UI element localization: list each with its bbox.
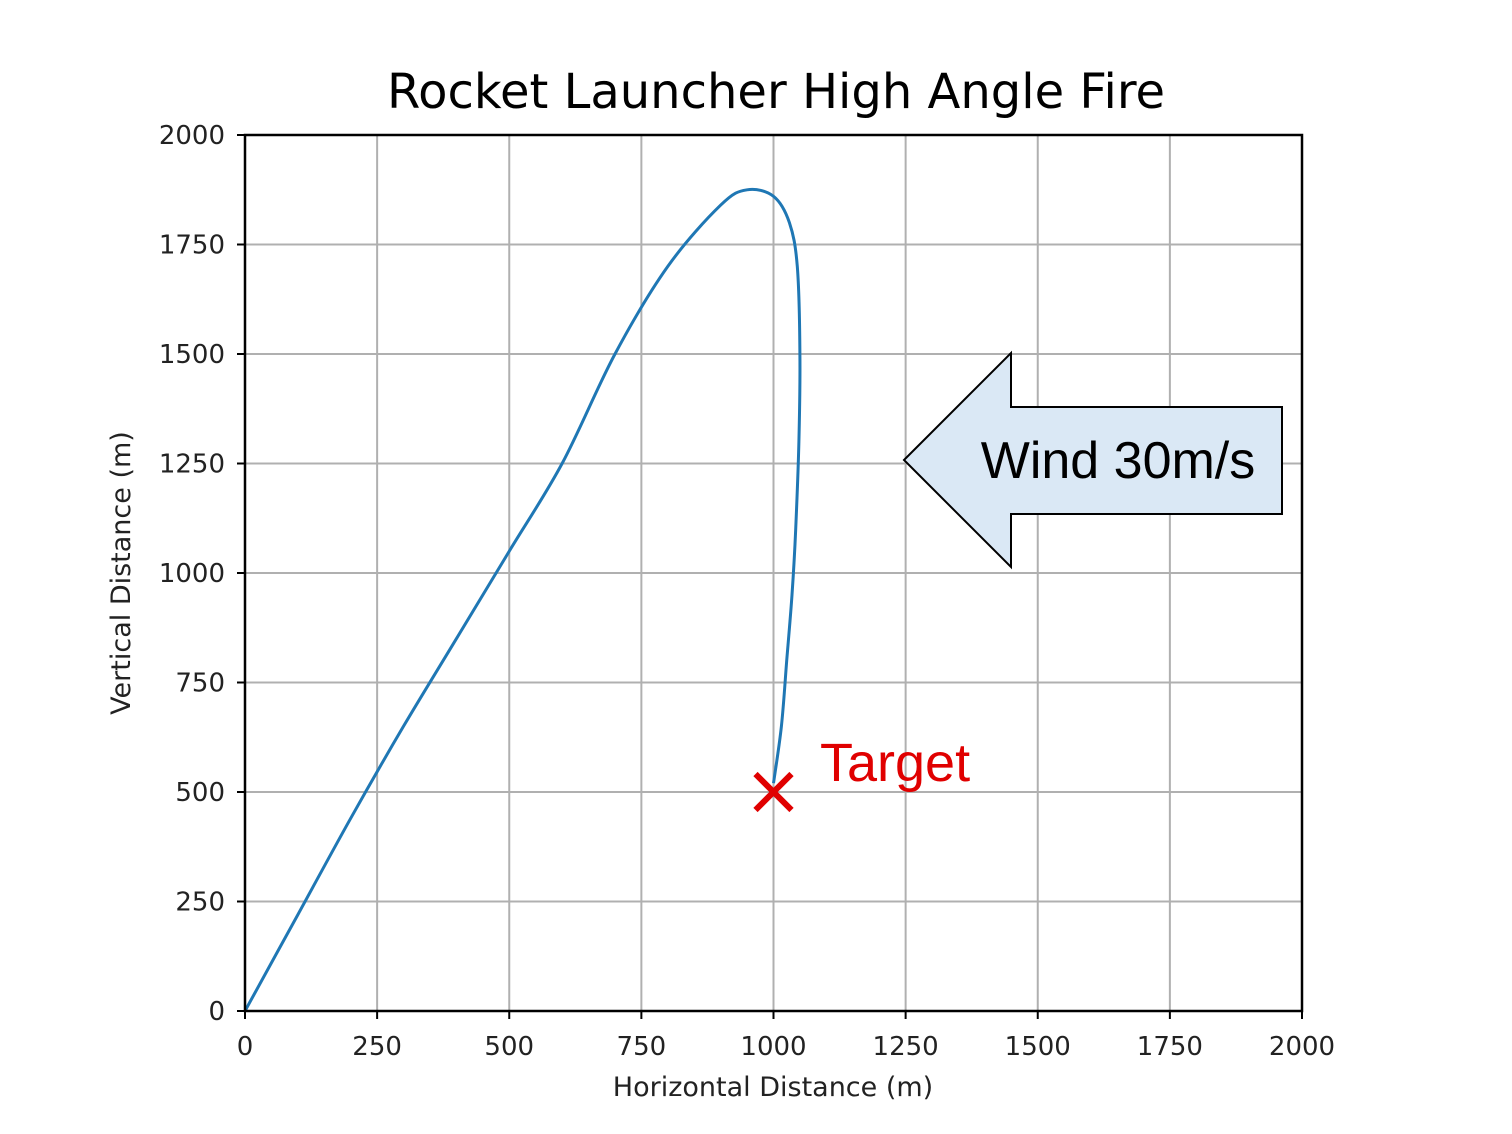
y-tick-label: 1750 [159, 231, 225, 261]
wind-arrow [902, 350, 1283, 570]
target-marker-icon [753, 771, 794, 813]
ticks: 0 250 500 750 1000 1250 1500 1750 2000 0 250 500 750… [159, 121, 1335, 1062]
wind-label: Wind 30m/s [981, 432, 1256, 490]
y-tick-label: 500 [175, 778, 225, 808]
x-tick-label: 250 [352, 1032, 402, 1062]
x-tick-label: 2000 [1269, 1032, 1335, 1062]
y-tick-label: 250 [175, 888, 225, 918]
y-tick-label: 750 [175, 669, 225, 699]
x-tick-label: 1250 [873, 1032, 939, 1062]
x-tick-label: 0 [237, 1032, 254, 1062]
x-tick-label: 750 [617, 1032, 667, 1062]
series-line [243, 187, 802, 1012]
y-tick-label: 1250 [159, 450, 225, 480]
x-tick-label: 1750 [1137, 1032, 1203, 1062]
x-tick-label: 1000 [740, 1032, 806, 1062]
target-marker-stroke [753, 771, 794, 813]
y-axis-label: Vertical Distance (m) [106, 431, 137, 715]
chart-title: Rocket Launcher High Angle Fire [387, 64, 1165, 120]
series-group [243, 187, 802, 1012]
y-tick-label: 1000 [159, 559, 225, 589]
x-axis-label: Horizontal Distance (m) [613, 1072, 933, 1103]
y-tick-label: 0 [208, 997, 225, 1027]
wind-annotation: Wind 30m/s [902, 350, 1283, 570]
target-label: Target [820, 733, 970, 793]
y-tick-label: 1500 [159, 340, 225, 370]
x-tick-label: 1500 [1005, 1032, 1071, 1062]
grid [244, 134, 1303, 1012]
target-annotation: Target [753, 733, 970, 813]
x-tick-label: 500 [484, 1032, 534, 1062]
y-tick-label: 2000 [159, 121, 225, 151]
